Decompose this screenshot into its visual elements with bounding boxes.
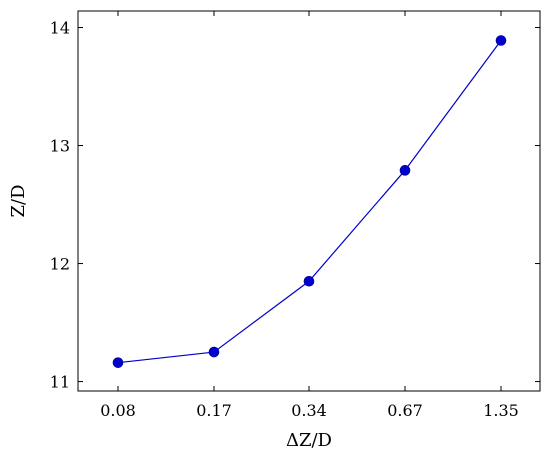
y-tick-label: 12 — [50, 255, 70, 274]
data-point — [112, 357, 124, 368]
series-points — [112, 35, 507, 368]
x-tick-label: 1.35 — [483, 401, 519, 420]
y-tick-label: 13 — [50, 137, 70, 156]
x-tick-label: 0.17 — [196, 401, 232, 420]
x-axis: 0.08 0.17 0.34 0.67 1.35 — [100, 11, 519, 420]
x-tick-label: 0.67 — [387, 401, 423, 420]
x-tick-label: 0.34 — [291, 401, 327, 420]
plot-frame — [77, 10, 541, 392]
y-tick-label: 11 — [50, 373, 70, 392]
x-axis-label: ΔZ/D — [286, 430, 332, 451]
y-axis: 11 12 13 14 — [50, 19, 540, 392]
y-tick-label: 14 — [50, 19, 70, 38]
data-point — [495, 35, 507, 46]
data-point — [208, 346, 220, 358]
y-axis-label: Z/D — [8, 184, 29, 217]
x-tick-label: 0.08 — [100, 401, 136, 420]
data-point — [399, 165, 411, 176]
series-line — [117, 40, 502, 364]
data-point — [303, 275, 315, 287]
